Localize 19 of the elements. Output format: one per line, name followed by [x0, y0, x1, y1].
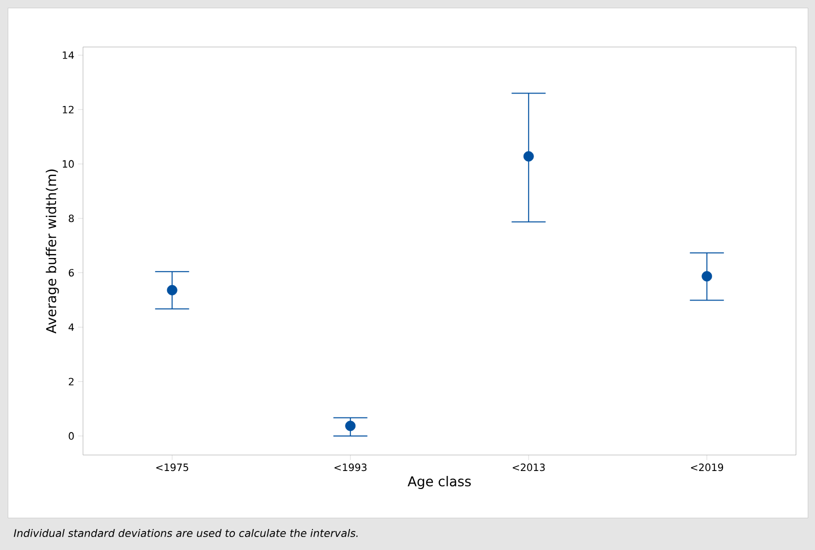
point	[166, 284, 178, 296]
y-tick-label: 14	[62, 52, 74, 59]
y-tick-label: 0	[68, 432, 74, 440]
y-tick-label: 4	[68, 324, 74, 331]
y-tick-label: 12	[62, 106, 74, 114]
x-tick-label: <2013	[512, 464, 545, 472]
point	[702, 271, 712, 282]
x-tick-label: <1993	[334, 464, 366, 472]
point	[345, 420, 356, 432]
y-tick-label: 10	[62, 160, 74, 168]
x-tick-label: <1975	[156, 464, 188, 472]
point	[523, 151, 534, 162]
y-tick-label: 6	[68, 268, 74, 277]
x-axis-title: Age class	[408, 476, 471, 490]
y-tick-label: 8	[68, 214, 74, 222]
text: Individual standard deviations are used to calculate the intervals.	[14, 528, 358, 538]
y-tick-label: 2	[68, 378, 74, 386]
y-axis-title: Average buffer width(m)	[46, 170, 59, 334]
x-tick-label: <2019	[691, 464, 724, 472]
